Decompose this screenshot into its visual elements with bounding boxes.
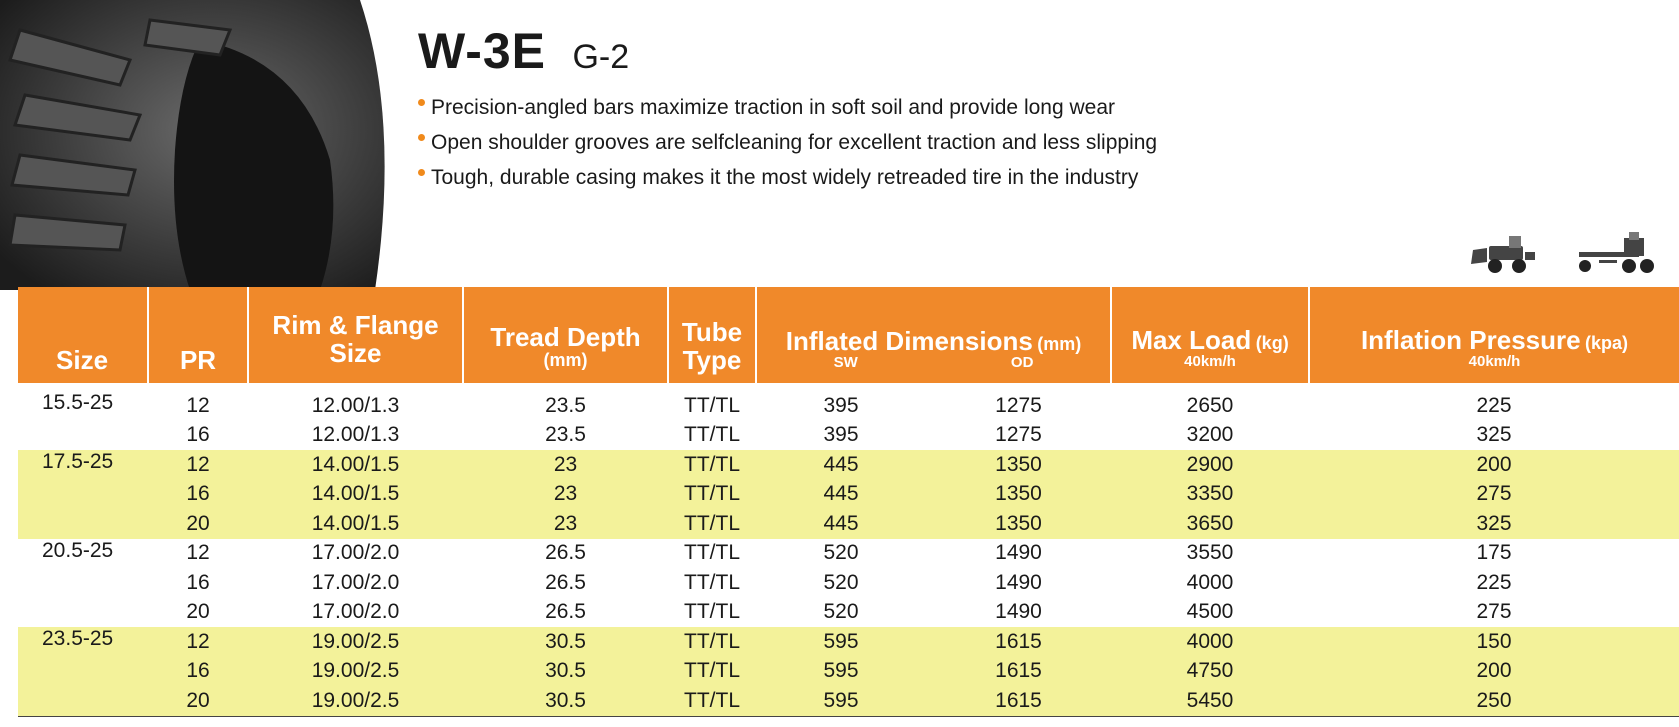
table-row: 15.5-25 12 12.00/1.3 23.5 TT/TL 395 1275 2650 22… xyxy=(42,391,1512,417)
bullet-icon xyxy=(418,169,425,176)
table-row: 16 14.00/1.5 23 TT/TL 445 1350 3350 275 xyxy=(18,479,1679,509)
table-row: 20 19.00/2.5 30.5 TT/TL 595 1615 5450 250 xyxy=(18,686,1679,717)
table-row: 20 14.00/1.5 23 TT/TL 445 1350 3650 325 xyxy=(18,509,1679,539)
header-rim-flange-size: Rim & Flange Size xyxy=(247,287,463,383)
header-sw: SW xyxy=(833,354,858,372)
header-inflated-dimensions: Inflated Dimensions (mm) SW OD xyxy=(755,287,1111,383)
header-pr: PR xyxy=(147,287,248,383)
header-max-load: Max Load (kg) 40km/h xyxy=(1110,287,1309,383)
wheel-loader-icon xyxy=(1471,236,1535,273)
table-row: 16 19.00/2.5 30.5 TT/TL 595 1615 4750 200 xyxy=(18,656,1679,686)
table-row: 20.5-25 12 17.00/2.0 26.5 TT/TL 520 1490 3550 17… xyxy=(42,538,1512,565)
table-row: 16 17.00/2.0 26.5 TT/TL 520 1490 4000 225 xyxy=(186,570,1512,594)
header-size: Size xyxy=(18,287,148,383)
header-tread-depth: Tread Depth (mm) xyxy=(462,287,668,383)
bullet-icon xyxy=(418,134,425,141)
table-header-row: Size PR Rim & Flange Size Tread Depth (mm)… xyxy=(18,287,1679,383)
pattern-code: G-2 xyxy=(572,38,630,76)
header-inflation-pressure: Inflation Pressure (kpa) 40km/h xyxy=(1308,287,1679,383)
table-row: 20 17.00/2.0 26.5 TT/TL 520 1490 4500 275 xyxy=(186,600,1512,624)
model-name: W-3E xyxy=(418,23,546,79)
motor-grader-icon xyxy=(1579,232,1654,273)
feature-item: Tough, durable casing makes it the most … xyxy=(418,160,1157,195)
spec-table: Size PR Rim & Flange Size Tread Depth (mm)… xyxy=(18,287,1679,717)
feature-list: Precision-angled bars maximize traction … xyxy=(418,90,1157,195)
machine-icons xyxy=(1471,232,1654,273)
header-od: OD xyxy=(1010,354,1034,372)
table-row: 17.5-25 12 14.00/1.5 23 TT/TL 445 1350 2900 200 xyxy=(18,450,1679,480)
table-row: 16 12.00/1.3 23.5 TT/TL 395 1275 3200 325 xyxy=(186,423,1512,447)
feature-item: Precision-angled bars maximize traction … xyxy=(418,90,1157,125)
header-tube-type: Tube Type xyxy=(667,287,756,383)
bullet-icon xyxy=(418,99,425,106)
table-row: 23.5-25 12 19.00/2.5 30.5 TT/TL 595 1615 4000 15… xyxy=(18,627,1679,657)
tire-image xyxy=(0,0,385,290)
feature-item: Open shoulder grooves are selfcleaning f… xyxy=(418,125,1157,160)
product-title: W-3E G-2 xyxy=(418,22,629,80)
